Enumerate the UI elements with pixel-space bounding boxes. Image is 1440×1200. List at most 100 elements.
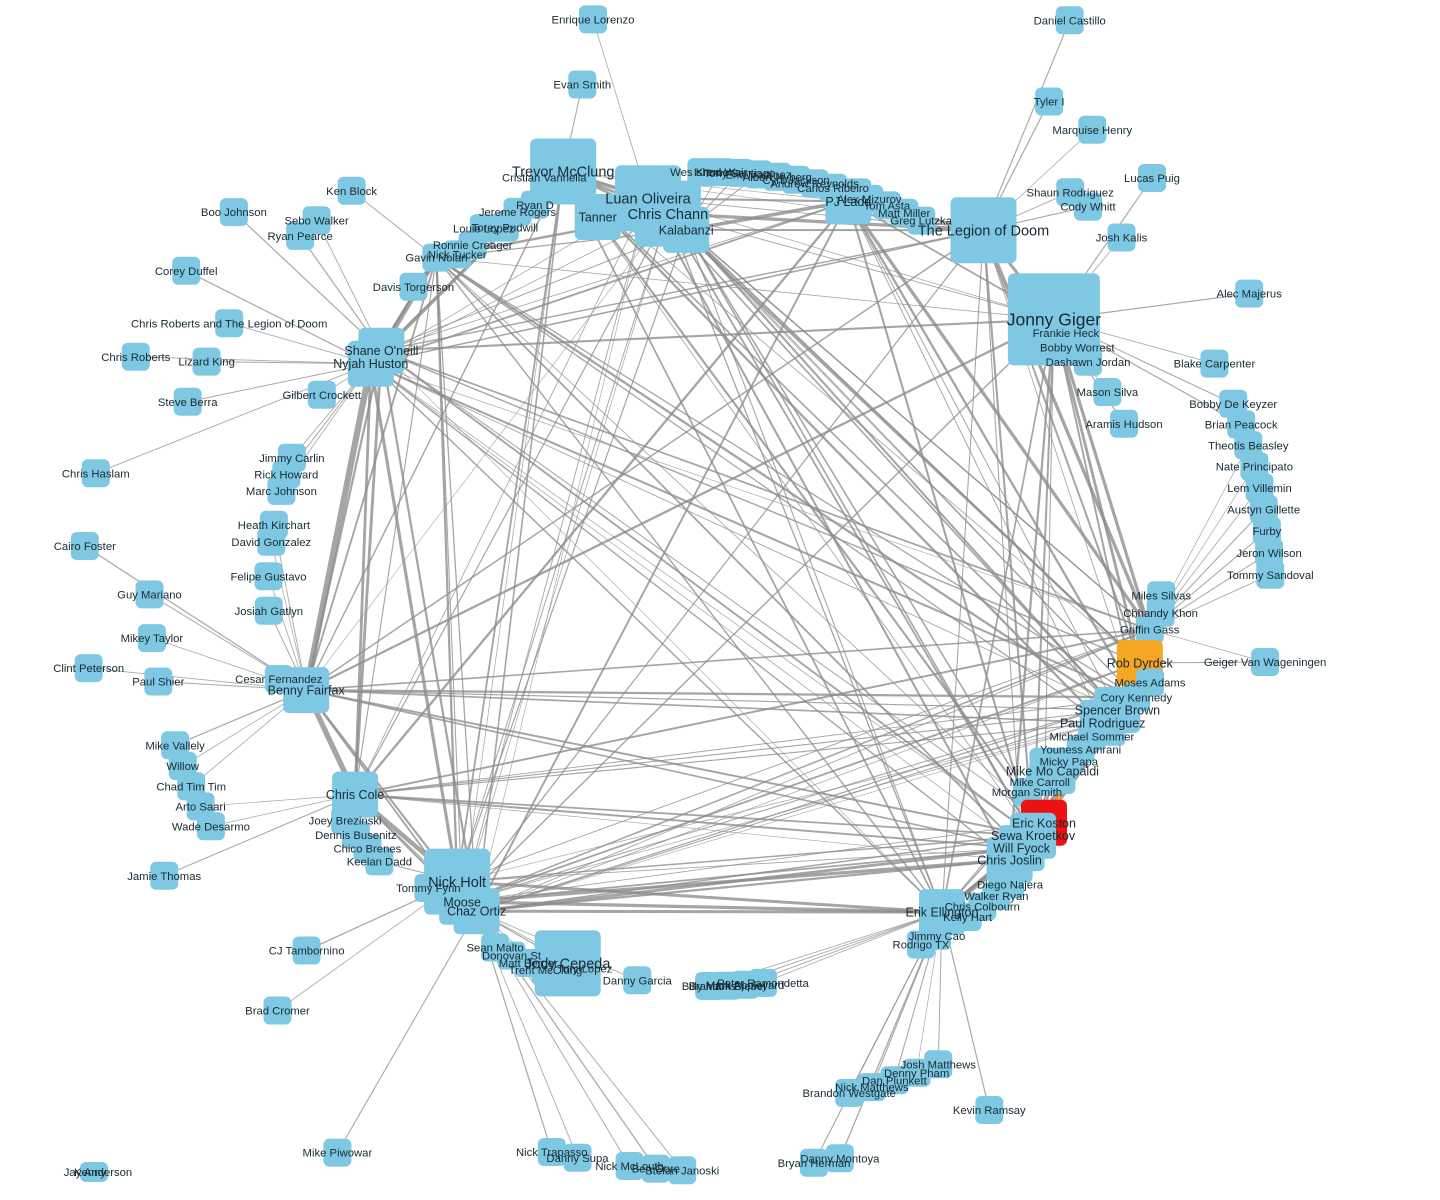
svg-text:Enrique Lorenzo: Enrique Lorenzo — [552, 15, 635, 27]
svg-text:Cairo Foster: Cairo Foster — [54, 541, 116, 553]
svg-text:Cody Whitt: Cody Whitt — [1060, 202, 1116, 214]
svg-text:Jimmy Carlin: Jimmy Carlin — [259, 453, 324, 465]
svg-text:Chris Chann: Chris Chann — [628, 207, 709, 223]
svg-text:Austyn Gillette: Austyn Gillette — [1227, 504, 1300, 516]
svg-text:Brad Cromer: Brad Cromer — [245, 1006, 310, 1018]
svg-text:Blake Carpenter: Blake Carpenter — [1174, 359, 1256, 371]
svg-text:Keelan Dadd: Keelan Dadd — [347, 857, 412, 869]
svg-text:Evan Smith: Evan Smith — [553, 80, 611, 92]
svg-text:Paul Shier: Paul Shier — [132, 677, 184, 689]
svg-text:Rick Howard: Rick Howard — [254, 469, 318, 481]
svg-text:Frankie Heck: Frankie Heck — [1033, 328, 1100, 340]
svg-text:Kevin Ramsay: Kevin Ramsay — [953, 1105, 1026, 1117]
svg-text:Lucas Puig: Lucas Puig — [1124, 173, 1180, 185]
svg-text:Lem Villemin: Lem Villemin — [1227, 483, 1291, 495]
svg-text:Bobby Worrest: Bobby Worrest — [1040, 342, 1115, 354]
svg-text:Dennis Busenitz: Dennis Busenitz — [315, 830, 397, 842]
svg-text:Erik Ellington: Erik Ellington — [906, 906, 979, 920]
svg-text:Miles Silvas: Miles Silvas — [1131, 590, 1191, 602]
svg-text:Chris Cole: Chris Cole — [326, 788, 384, 802]
svg-text:Youness Amrani: Youness Amrani — [1040, 744, 1121, 756]
svg-text:The Legion of Doom: The Legion of Doom — [918, 224, 1049, 240]
svg-text:Guy Mariano: Guy Mariano — [117, 590, 182, 602]
svg-text:Brandon Westgate: Brandon Westgate — [803, 1088, 896, 1100]
svg-text:Mike Piwowar: Mike Piwowar — [303, 1148, 373, 1160]
svg-text:Cristian Vannella: Cristian Vannella — [502, 173, 587, 185]
svg-text:Rodrigo TX: Rodrigo TX — [893, 940, 950, 952]
svg-text:Chris Haslam: Chris Haslam — [62, 468, 130, 480]
svg-text:Bryan Herman: Bryan Herman — [778, 1158, 851, 1170]
svg-text:Marc Johnson: Marc Johnson — [246, 486, 317, 498]
svg-text:Rob Dyrdek: Rob Dyrdek — [1107, 657, 1174, 671]
svg-text:Nyjah Huston: Nyjah Huston — [333, 357, 408, 371]
svg-text:Geiger Van Wageningen: Geiger Van Wageningen — [1204, 657, 1326, 669]
svg-text:Nick Trapasso: Nick Trapasso — [516, 1147, 588, 1159]
svg-text:Paul Rodriguez: Paul Rodriguez — [1060, 716, 1145, 730]
svg-text:Tommy Sandoval: Tommy Sandoval — [1227, 570, 1314, 582]
svg-text:Tyler I: Tyler I — [1034, 97, 1065, 109]
svg-text:Furby: Furby — [1252, 526, 1281, 538]
svg-text:Josh Kalis: Josh Kalis — [1096, 233, 1148, 245]
svg-text:Boo Johnson: Boo Johnson — [201, 207, 267, 219]
svg-text:Eric Koston: Eric Koston — [1012, 816, 1076, 830]
svg-text:Mikey Taylor: Mikey Taylor — [121, 633, 184, 645]
svg-text:Daniel Castillo: Daniel Castillo — [1034, 15, 1106, 27]
svg-text:Diego Najera: Diego Najera — [977, 879, 1044, 891]
svg-text:Kalabanzi: Kalabanzi — [659, 223, 714, 237]
svg-text:Tanner: Tanner — [579, 211, 617, 225]
svg-text:Danny Garcia: Danny Garcia — [603, 975, 673, 987]
svg-text:Chris Roberts and The Legion o: Chris Roberts and The Legion of Doom — [131, 318, 327, 330]
svg-text:Sebo Walker: Sebo Walker — [284, 215, 348, 227]
svg-text:Alec Majerus: Alec Majerus — [1217, 289, 1283, 301]
svg-text:Ronnie Creager: Ronnie Creager — [433, 240, 513, 252]
svg-text:Arto Saari: Arto Saari — [175, 802, 225, 814]
svg-text:Jamie Thomas: Jamie Thomas — [127, 871, 201, 883]
svg-text:Morgan Smith: Morgan Smith — [992, 787, 1062, 799]
svg-text:Moose: Moose — [443, 895, 481, 909]
svg-text:Luan Oliveira: Luan Oliveira — [605, 191, 691, 207]
svg-text:Jeron Wilson: Jeron Wilson — [1236, 548, 1301, 560]
svg-text:Mason Silva: Mason Silva — [1077, 387, 1139, 399]
svg-text:Griffin Gass: Griffin Gass — [1120, 625, 1180, 637]
svg-text:Corey Duffel: Corey Duffel — [155, 266, 218, 278]
svg-text:Wade Desarmo: Wade Desarmo — [172, 821, 250, 833]
svg-text:Josiah Gatlyn: Josiah Gatlyn — [235, 606, 303, 618]
svg-text:Mike Vallely: Mike Vallely — [145, 740, 205, 752]
svg-text:Chris Roberts: Chris Roberts — [101, 352, 170, 364]
svg-text:Chhandy Khon: Chhandy Khon — [1123, 608, 1198, 620]
svg-text:Steve Berra: Steve Berra — [158, 397, 218, 409]
svg-text:CJ Tambornino: CJ Tambornino — [269, 946, 345, 958]
svg-text:Chad Tim Tim: Chad Tim Tim — [156, 782, 226, 794]
svg-text:Jay Anderson: Jay Anderson — [64, 1167, 132, 1179]
svg-text:Shaun Rodriguez: Shaun Rodriguez — [1027, 187, 1115, 199]
svg-text:Davis Torgerson: Davis Torgerson — [373, 282, 454, 294]
svg-text:Gilbert Crockett: Gilbert Crockett — [283, 390, 362, 402]
svg-text:Shane O'neill: Shane O'neill — [344, 344, 418, 358]
svg-text:Torey Pudwill: Torey Pudwill — [472, 223, 539, 235]
svg-text:Brian Peacock: Brian Peacock — [1205, 420, 1278, 432]
svg-text:Joey Brezinski: Joey Brezinski — [309, 816, 382, 828]
svg-text:Cesar Fernandez: Cesar Fernandez — [235, 674, 323, 686]
svg-text:Lizard King: Lizard King — [178, 357, 235, 369]
svg-text:Jonny Giger: Jonny Giger — [1007, 310, 1102, 330]
svg-text:Heath Kirchart: Heath Kirchart — [238, 520, 311, 532]
svg-text:Billy Marks: Billy Marks — [682, 981, 737, 993]
svg-text:Marquise Henry: Marquise Henry — [1052, 125, 1132, 137]
svg-text:Felipe Gustavo: Felipe Gustavo — [231, 571, 307, 583]
svg-text:Chico Brenes: Chico Brenes — [333, 843, 401, 855]
svg-text:Michael Sommer: Michael Sommer — [1050, 731, 1135, 743]
svg-text:Aramis Hudson: Aramis Hudson — [1085, 419, 1162, 431]
svg-text:Ryan Pearce: Ryan Pearce — [267, 231, 332, 243]
svg-text:Dashawn Jordan: Dashawn Jordan — [1046, 357, 1131, 369]
svg-text:Moses Adams: Moses Adams — [1115, 678, 1186, 690]
svg-text:Clint Peterson: Clint Peterson — [53, 663, 124, 675]
svg-text:David Gonzalez: David Gonzalez — [231, 537, 311, 549]
svg-text:Ken Block: Ken Block — [326, 186, 377, 198]
svg-text:Sean Malto: Sean Malto — [467, 943, 524, 955]
svg-text:Chris Joslin: Chris Joslin — [977, 854, 1042, 868]
svg-text:Bobby De Keyzer: Bobby De Keyzer — [1189, 399, 1277, 411]
svg-text:Ryan D: Ryan D — [516, 200, 554, 212]
svg-text:Nate Principato: Nate Principato — [1216, 462, 1293, 474]
svg-text:Tommy Fynn: Tommy Fynn — [396, 883, 461, 895]
svg-text:Theotis Beasley: Theotis Beasley — [1208, 440, 1289, 452]
